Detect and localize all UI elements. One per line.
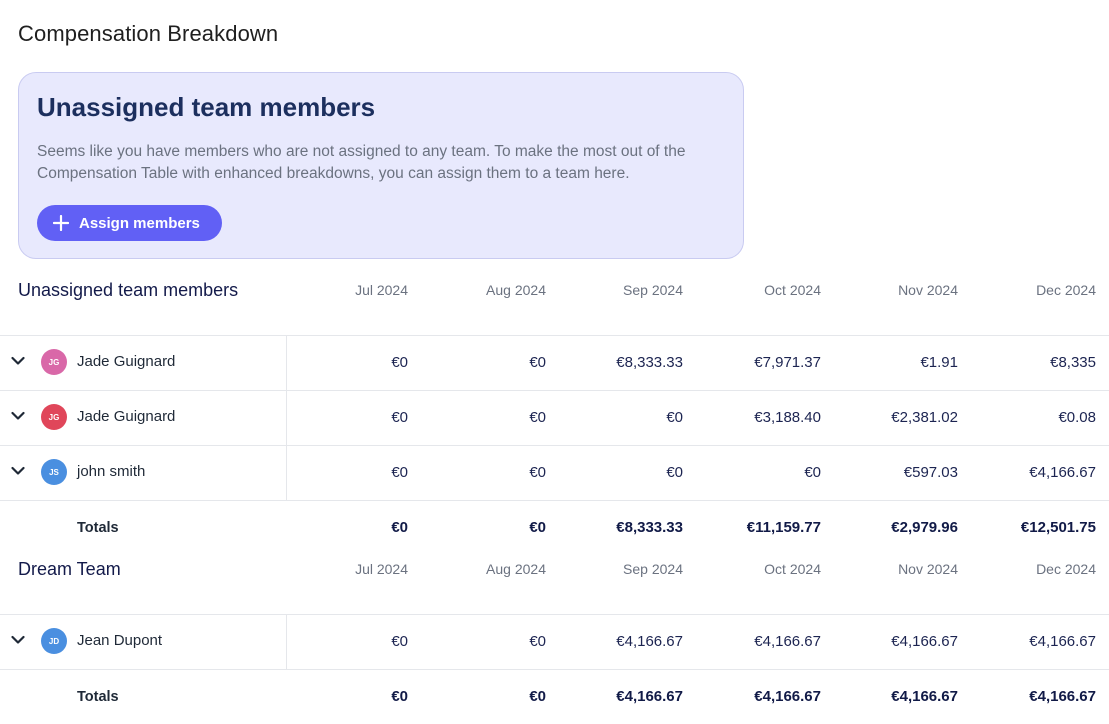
value-cell: €8,335 bbox=[1050, 354, 1096, 371]
month-header: Jul 2024 bbox=[355, 561, 408, 577]
member-name: john smith bbox=[77, 463, 146, 480]
value-cell: €0 bbox=[804, 464, 821, 481]
page-title: Compensation Breakdown bbox=[18, 21, 279, 46]
value-cell: €0.08 bbox=[1058, 409, 1096, 426]
month-header: Aug 2024 bbox=[486, 561, 546, 577]
table-row: JG Jade Guignard €0 €0 €8,333.33 €7,971.… bbox=[0, 335, 1109, 390]
month-header: Aug 2024 bbox=[486, 282, 546, 298]
value-cell: €4,166.67 bbox=[891, 633, 958, 650]
month-header: Sep 2024 bbox=[623, 561, 683, 577]
month-header: Sep 2024 bbox=[623, 282, 683, 298]
banner-description: Seems like you have members who are not … bbox=[37, 143, 686, 182]
section-title: Dream Team bbox=[18, 559, 121, 579]
totals-label: Totals bbox=[77, 689, 119, 705]
chevron-down-icon[interactable] bbox=[11, 466, 25, 476]
value-cell: €1.91 bbox=[920, 354, 958, 371]
value-cell: €4,166.67 bbox=[1029, 633, 1096, 650]
month-header: Oct 2024 bbox=[764, 282, 821, 298]
month-header: Oct 2024 bbox=[764, 561, 821, 577]
assign-members-label: Assign members bbox=[79, 214, 200, 232]
avatar: JS bbox=[41, 459, 67, 485]
total-cell: €4,166.67 bbox=[1029, 688, 1096, 705]
banner-title: Unassigned team members bbox=[37, 92, 376, 122]
plus-icon bbox=[53, 215, 69, 231]
value-cell: €0 bbox=[529, 633, 546, 650]
total-cell: €4,166.67 bbox=[616, 688, 683, 705]
total-cell: €8,333.33 bbox=[616, 519, 683, 536]
chevron-down-icon[interactable] bbox=[11, 356, 25, 366]
value-cell: €0 bbox=[391, 354, 408, 371]
month-header: Jul 2024 bbox=[355, 282, 408, 298]
value-cell: €3,188.40 bbox=[754, 409, 821, 426]
total-cell: €4,166.67 bbox=[891, 688, 958, 705]
member-name: Jade Guignard bbox=[77, 408, 176, 425]
value-cell: €0 bbox=[666, 409, 683, 426]
chevron-down-icon[interactable] bbox=[11, 411, 25, 421]
section-dream-team: Dream Team Jul 2024 Aug 2024 Sep 2024 Oc… bbox=[0, 550, 1109, 724]
value-cell: €0 bbox=[529, 409, 546, 426]
value-cell: €0 bbox=[529, 464, 546, 481]
totals-row: Totals €0 €0 €8,333.33 €11,159.77 €2,979… bbox=[0, 500, 1109, 555]
value-cell: €597.03 bbox=[903, 464, 958, 481]
member-name: Jean Dupont bbox=[77, 632, 163, 649]
value-cell: €0 bbox=[391, 464, 408, 481]
value-cell: €4,166.67 bbox=[754, 633, 821, 650]
value-cell: €7,971.37 bbox=[754, 354, 821, 371]
total-cell: €2,979.96 bbox=[891, 519, 958, 536]
total-cell: €0 bbox=[529, 688, 546, 705]
total-cell: €4,166.67 bbox=[754, 688, 821, 705]
value-cell: €4,166.67 bbox=[616, 633, 683, 650]
section-unassigned: Unassigned team members Jul 2024 Aug 202… bbox=[0, 271, 1109, 555]
avatar: JD bbox=[41, 628, 67, 654]
total-cell: €11,159.77 bbox=[746, 519, 821, 536]
member-cell: JS john smith bbox=[0, 446, 287, 500]
avatar: JG bbox=[41, 349, 67, 375]
section-header: Unassigned team members Jul 2024 Aug 202… bbox=[0, 271, 1109, 335]
total-cell: €0 bbox=[529, 519, 546, 536]
chevron-down-icon[interactable] bbox=[11, 635, 25, 645]
value-cell: €4,166.67 bbox=[1029, 464, 1096, 481]
member-name: Jade Guignard bbox=[77, 353, 176, 370]
month-header: Nov 2024 bbox=[898, 282, 958, 298]
totals-label: Totals bbox=[77, 520, 119, 536]
value-cell: €0 bbox=[391, 409, 408, 426]
month-header: Dec 2024 bbox=[1036, 561, 1096, 577]
table-row: JS john smith €0 €0 €0 €0 €597.03 €4,166… bbox=[0, 445, 1109, 500]
value-cell: €0 bbox=[391, 633, 408, 650]
section-header: Dream Team Jul 2024 Aug 2024 Sep 2024 Oc… bbox=[0, 550, 1109, 614]
value-cell: €2,381.02 bbox=[891, 409, 958, 426]
member-cell: JG Jade Guignard bbox=[0, 336, 287, 390]
unassigned-banner: Unassigned team members Seems like you h… bbox=[18, 72, 744, 259]
value-cell: €0 bbox=[666, 464, 683, 481]
member-cell: JG Jade Guignard bbox=[0, 391, 287, 445]
member-cell: JD Jean Dupont bbox=[0, 615, 287, 669]
assign-members-button[interactable]: Assign members bbox=[37, 205, 222, 241]
value-cell: €0 bbox=[529, 354, 546, 371]
avatar: JG bbox=[41, 404, 67, 430]
month-header: Dec 2024 bbox=[1036, 282, 1096, 298]
table-row: JG Jade Guignard €0 €0 €0 €3,188.40 €2,3… bbox=[0, 390, 1109, 445]
month-header: Nov 2024 bbox=[898, 561, 958, 577]
section-title: Unassigned team members bbox=[18, 280, 239, 300]
table-row: JD Jean Dupont €0 €0 €4,166.67 €4,166.67… bbox=[0, 614, 1109, 669]
total-cell: €0 bbox=[391, 688, 408, 705]
value-cell: €8,333.33 bbox=[616, 354, 683, 371]
total-cell: €0 bbox=[391, 519, 408, 536]
total-cell: €12,501.75 bbox=[1020, 519, 1096, 536]
